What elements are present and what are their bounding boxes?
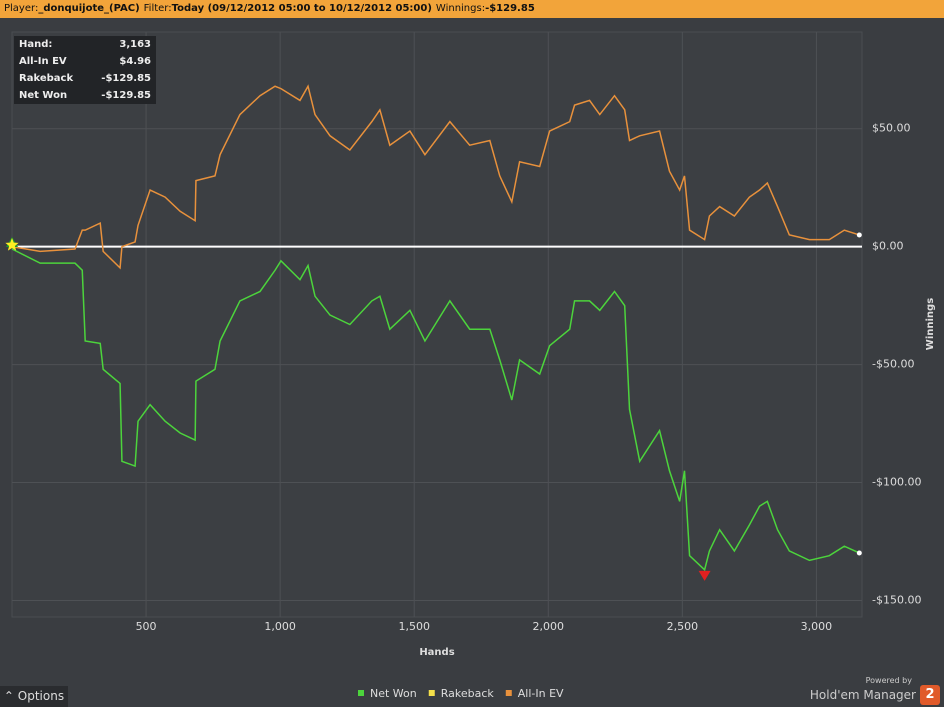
- x-tick-label: 500: [136, 620, 157, 633]
- brand: Powered by Hold'em Manager 2: [810, 676, 940, 705]
- x-tick-label: 2,000: [533, 620, 565, 633]
- legend-label: Net Won: [370, 687, 417, 700]
- player: _donquijote_(PAC): [38, 3, 140, 14]
- x-tick-label: 2,500: [667, 620, 699, 633]
- x-tick-label: 3,000: [801, 620, 833, 633]
- y-tick-label: -$50.00: [872, 358, 914, 371]
- stat-row: Net Won -$129.85: [14, 87, 156, 104]
- stat-value: 3,163: [119, 39, 151, 50]
- label: Player:: [4, 3, 39, 14]
- legend-swatch: [505, 690, 512, 696]
- stats-box: Hand: 3,163 All-In EV $4.96 Rakeback -$129.85…: [14, 36, 156, 104]
- series-line: [11, 84, 860, 270]
- stat-label: All-In EV: [19, 56, 67, 67]
- end-dot: [856, 232, 862, 238]
- winnings: -$129.85: [485, 3, 535, 14]
- brand-name: Hold'em Manager: [809, 688, 916, 702]
- x-tick-label: 1,500: [398, 620, 430, 633]
- y-tick-label: $50.00: [872, 122, 911, 135]
- y-tick-label: -$100.00: [872, 476, 921, 489]
- brand-logo: 2: [920, 685, 940, 705]
- options-button[interactable]: ⌃ Options: [0, 686, 68, 707]
- y-tick-label: $0.00: [872, 240, 904, 253]
- end-dot: [856, 550, 862, 556]
- x-tick-label: 1,000: [264, 620, 296, 633]
- high-marker: [5, 238, 19, 251]
- stat-row: Rakeback -$129.85: [14, 70, 156, 87]
- label: Winnings:: [435, 3, 486, 14]
- legend-label: All-In EV: [518, 687, 564, 700]
- title-bar: Player:_donquijote_(PAC) Filter:Today (09…: [0, 0, 944, 18]
- options-label: Options: [17, 689, 65, 703]
- stat-label: Hand:: [19, 39, 53, 50]
- y-tick-label: -$150.00: [872, 593, 921, 606]
- series-line: [11, 248, 860, 572]
- x-axis-title: Hands: [419, 647, 454, 658]
- stat-value: -$129.85: [101, 90, 151, 101]
- legend-label: Rakeback: [441, 687, 495, 700]
- y-axis-title: Winnings: [925, 298, 936, 350]
- stat-value: $4.96: [119, 56, 151, 67]
- low-marker: [698, 570, 711, 581]
- label: Filter:: [143, 3, 172, 14]
- filter: Today (09/12/2012 05:00 to 10/12/2012 05…: [171, 3, 432, 14]
- stat-row: Hand: 3,163: [14, 36, 156, 53]
- stat-label: Rakeback: [19, 73, 74, 84]
- legend-swatch: [358, 690, 364, 696]
- stat-label: Net Won: [19, 90, 68, 101]
- plot-area: [11, 31, 863, 618]
- stat-value: -$129.85: [101, 73, 151, 84]
- legend-swatch: [428, 690, 435, 696]
- stat-row: All-In EV $4.96: [14, 53, 156, 70]
- powered-by: Powered by: [865, 676, 912, 685]
